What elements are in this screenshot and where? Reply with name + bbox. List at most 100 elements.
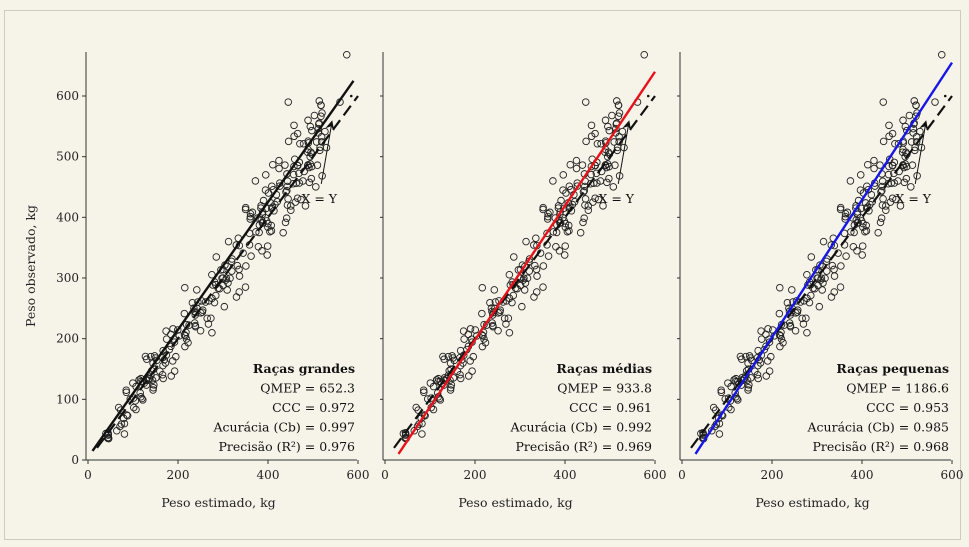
data-point — [447, 383, 455, 392]
data-point — [281, 161, 289, 169]
data-point — [235, 288, 243, 296]
data-point — [907, 183, 915, 191]
data-point — [533, 272, 541, 280]
data-point — [508, 298, 516, 307]
data-point — [132, 405, 140, 414]
data-point — [460, 335, 468, 343]
data-point — [864, 160, 872, 169]
data-point — [861, 199, 870, 207]
data-point — [194, 298, 202, 306]
data-point — [289, 170, 298, 179]
data-point — [807, 253, 816, 261]
data-point — [737, 355, 746, 363]
data-point — [117, 420, 126, 428]
data-point — [113, 427, 121, 435]
data-point — [539, 262, 548, 270]
data-point — [281, 218, 290, 227]
data-point — [744, 383, 753, 392]
data-point — [885, 121, 893, 130]
data-point — [283, 186, 291, 195]
annotation-x-equals-y: X = Y — [598, 191, 634, 206]
data-point — [287, 202, 295, 210]
data-point — [874, 228, 882, 237]
data-point — [241, 283, 250, 291]
data-point — [464, 372, 473, 380]
data-point — [479, 332, 487, 340]
data-point — [561, 223, 570, 231]
data-point — [282, 214, 291, 222]
data-point — [522, 237, 530, 246]
figure-frame — [4, 10, 961, 540]
data-point — [776, 283, 784, 292]
data-point — [912, 138, 921, 146]
x-axis-label: Peso estimado, kg — [755, 495, 869, 510]
data-point — [284, 98, 293, 106]
data-point — [486, 298, 494, 307]
stats-line: Acurácia (Cb) = 0.985 — [807, 420, 949, 435]
stats-line: QMEP = 933.8 — [557, 381, 652, 396]
data-point — [559, 186, 567, 194]
data-point — [836, 283, 845, 291]
data-point — [879, 98, 888, 106]
data-point — [846, 177, 855, 185]
data-point — [764, 325, 772, 333]
data-point — [803, 270, 811, 279]
regression-line — [397, 71, 656, 455]
data-point — [290, 162, 298, 171]
data-point — [830, 272, 839, 280]
data-point — [299, 139, 308, 148]
data-point — [877, 188, 885, 196]
data-point — [938, 50, 946, 59]
data-point — [269, 160, 277, 169]
stats-line: Precisão (R²) = 0.976 — [218, 439, 355, 454]
data-point — [419, 386, 428, 394]
data-point — [609, 183, 618, 191]
data-point — [815, 302, 824, 311]
data-point — [505, 329, 514, 337]
data-point — [466, 357, 474, 365]
data-point — [857, 171, 865, 179]
data-point — [263, 242, 272, 250]
data-point — [818, 286, 826, 294]
data-point — [539, 283, 547, 291]
data-point — [757, 335, 766, 343]
stats-line: Acurácia (Cb) = 0.992 — [510, 420, 652, 435]
data-point — [544, 252, 553, 260]
data-point — [814, 281, 822, 290]
data-point — [296, 140, 304, 148]
y-axis-label: Peso observado, kg — [23, 205, 38, 327]
data-point — [122, 388, 131, 397]
data-point — [279, 228, 287, 237]
data-point — [593, 179, 601, 187]
data-point — [412, 403, 420, 412]
data-point — [896, 202, 905, 210]
data-point — [491, 298, 500, 306]
data-point — [169, 325, 177, 333]
data-point — [129, 403, 138, 412]
data-point — [447, 381, 456, 389]
data-point — [917, 143, 926, 152]
data-point — [596, 177, 605, 185]
data-point — [212, 253, 221, 261]
data-point — [120, 430, 129, 438]
data-point — [162, 327, 170, 335]
data-point — [814, 274, 822, 282]
data-point — [744, 386, 752, 394]
data-point — [888, 194, 897, 202]
data-point — [239, 249, 247, 257]
data-point — [293, 194, 302, 202]
data-point — [830, 288, 838, 296]
data-point — [147, 352, 155, 361]
data-point — [614, 112, 623, 120]
data-point — [299, 177, 307, 185]
data-point — [727, 405, 735, 414]
data-point — [640, 50, 649, 59]
x-tick-label: 0 — [84, 468, 92, 482]
data-point — [284, 137, 293, 146]
regression-line — [91, 80, 355, 452]
data-point — [592, 169, 601, 178]
data-point — [803, 329, 811, 337]
data-point — [611, 161, 619, 169]
data-point — [603, 178, 611, 187]
data-point — [539, 203, 547, 212]
